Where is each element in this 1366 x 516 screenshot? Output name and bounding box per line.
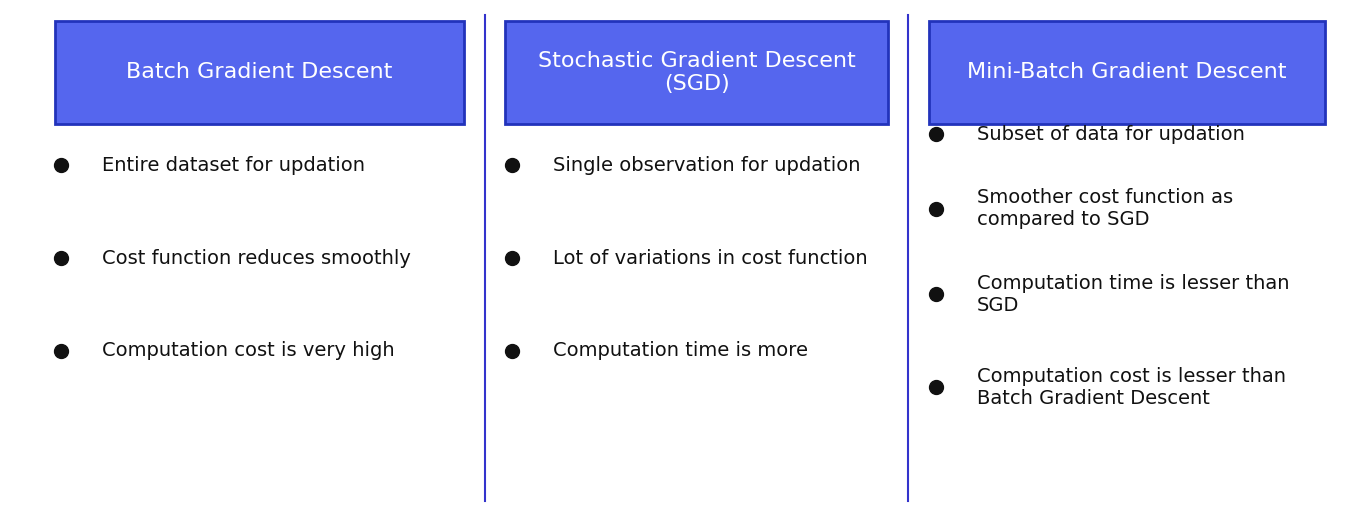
Text: Computation time is more: Computation time is more xyxy=(553,342,809,360)
Text: Smoother cost function as
compared to SGD: Smoother cost function as compared to SG… xyxy=(977,188,1233,230)
Text: Computation time is lesser than
SGD: Computation time is lesser than SGD xyxy=(977,273,1290,315)
Text: Mini-Batch Gradient Descent: Mini-Batch Gradient Descent xyxy=(967,62,1287,82)
Text: Cost function reduces smoothly: Cost function reduces smoothly xyxy=(102,249,411,267)
Text: Batch Gradient Descent: Batch Gradient Descent xyxy=(126,62,393,82)
Text: Stochastic Gradient Descent
(SGD): Stochastic Gradient Descent (SGD) xyxy=(538,51,855,94)
FancyBboxPatch shape xyxy=(505,21,888,124)
Text: Computation cost is very high: Computation cost is very high xyxy=(102,342,395,360)
FancyBboxPatch shape xyxy=(929,21,1325,124)
Text: Lot of variations in cost function: Lot of variations in cost function xyxy=(553,249,867,267)
FancyBboxPatch shape xyxy=(55,21,464,124)
Text: Subset of data for updation: Subset of data for updation xyxy=(977,125,1244,143)
Text: Entire dataset for updation: Entire dataset for updation xyxy=(102,156,366,174)
Text: Computation cost is lesser than
Batch Gradient Descent: Computation cost is lesser than Batch Gr… xyxy=(977,366,1285,408)
Text: Single observation for updation: Single observation for updation xyxy=(553,156,861,174)
